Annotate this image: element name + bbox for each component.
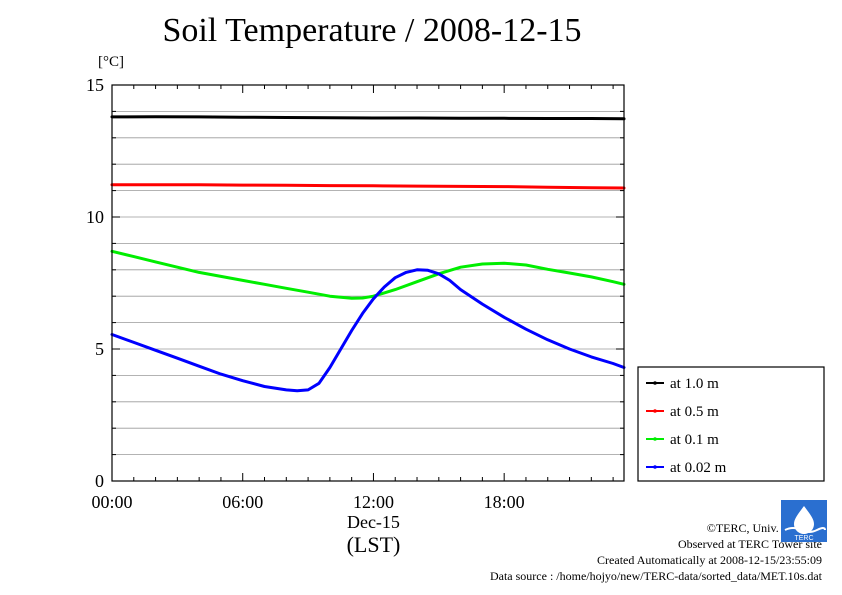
x-date-label: Dec-15 xyxy=(347,512,400,532)
copyright-text: ©TERC, Univ. Tsukuba xyxy=(706,521,822,535)
created-text: Created Automatically at 2008-12-15/23:5… xyxy=(597,553,822,567)
source-text: Data source : /home/hojyo/new/TERC-data/… xyxy=(489,569,822,583)
credits-block: ©TERC, Univ. Tsukuba Observed at TERC To… xyxy=(490,520,822,584)
series-line xyxy=(110,268,626,393)
series-line xyxy=(110,249,626,300)
legend: at 1.0 m at 0.5 m at 0.1 m at 0.02 m xyxy=(637,366,825,482)
series-line xyxy=(110,183,626,190)
legend-label: at 0.02 m xyxy=(670,460,727,476)
legend-box xyxy=(637,366,825,482)
x-tick-label: 06:00 xyxy=(222,492,263,512)
legend-label: at 0.1 m xyxy=(670,432,719,448)
chart-title: Soil Temperature / 2008-12-15 xyxy=(162,12,582,49)
x-axis-title: (LST) xyxy=(347,532,401,557)
y-tick-label: 5 xyxy=(95,339,104,359)
legend-swatch-marker xyxy=(653,465,657,469)
axis-ticks: 0 5 10 15 00:00 06:00 12:00 18:00 Dec-15(LST) xyxy=(86,75,624,557)
plot-frame xyxy=(111,84,625,482)
legend-swatch-marker xyxy=(653,381,657,385)
x-tick-label: 00:00 xyxy=(91,492,132,512)
x-tick-label: 12:00 xyxy=(353,492,394,512)
y-axis-unit: [°C] xyxy=(98,54,124,70)
series-line xyxy=(110,115,626,121)
terc-logo: TERC xyxy=(781,500,827,542)
series-lines xyxy=(110,115,626,393)
legend-swatch-marker xyxy=(653,437,657,441)
legend-label: at 1.0 m xyxy=(670,376,719,392)
legend-label: at 0.5 m xyxy=(670,404,719,420)
grid-lines xyxy=(112,111,624,456)
y-tick-label: 15 xyxy=(86,75,104,95)
logo-text: TERC xyxy=(794,535,813,542)
x-tick-label: 18:00 xyxy=(484,492,525,512)
y-tick-label: 10 xyxy=(86,207,104,227)
y-tick-label: 0 xyxy=(95,471,104,491)
legend-swatch-marker xyxy=(653,409,657,413)
site-text: Observed at TERC Tower site xyxy=(677,537,822,551)
